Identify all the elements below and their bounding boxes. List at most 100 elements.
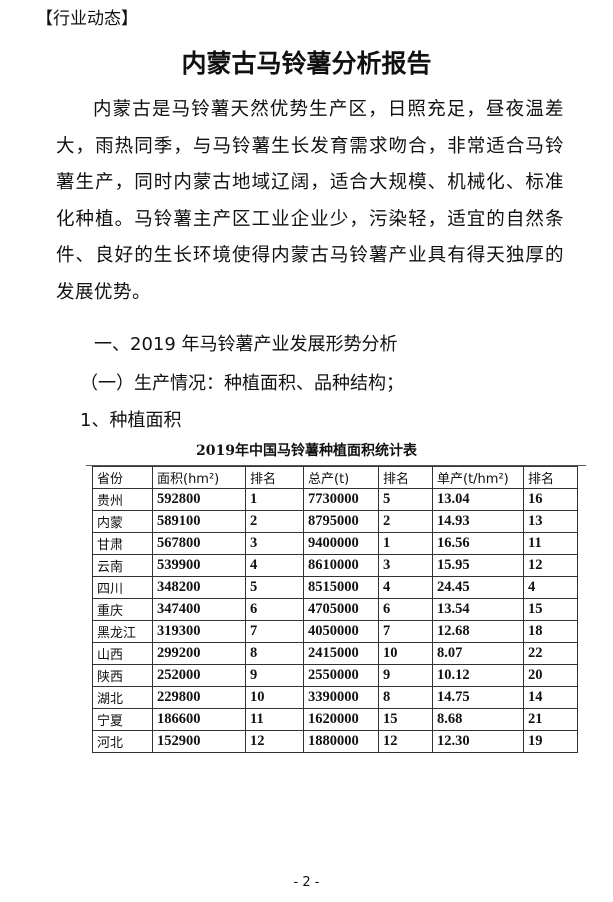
table-cell: 1620000 xyxy=(303,708,379,731)
table-cell: 16.56 xyxy=(432,532,524,555)
table-cell: 15 xyxy=(378,708,433,731)
table-cell: 299200 xyxy=(152,642,246,665)
table-cell: 22 xyxy=(523,642,578,665)
table-cell: 18 xyxy=(523,620,578,643)
table-cell: 319300 xyxy=(152,620,246,643)
table-cell: 5 xyxy=(245,576,304,599)
table-cell: 排名 xyxy=(523,466,578,489)
table-cell: 1 xyxy=(378,532,433,555)
table-cell: 总产(t) xyxy=(303,466,379,489)
table-cell: 152900 xyxy=(152,730,246,753)
table-cell: 重庆 xyxy=(92,598,153,621)
table-row: 云南 539900 4 8610000 3 15.95 12 xyxy=(92,554,578,577)
table-cell: 8.07 xyxy=(432,642,524,665)
planting-area-table: 省份 面积(hm²) 排名 总产(t) 排名 单产(t/hm²) 排名 贵州 592800 1 77… xyxy=(92,466,578,753)
table-cell: 11 xyxy=(523,532,578,555)
table-cell: 8 xyxy=(378,686,433,709)
table-cell: 2 xyxy=(245,510,304,533)
table-row: 湖北 229800 10 3390000 8 14.75 14 xyxy=(92,686,578,709)
table-cell: 9 xyxy=(378,664,433,687)
table-cell: 10 xyxy=(378,642,433,665)
table-cell: 13.54 xyxy=(432,598,524,621)
table-cell: 229800 xyxy=(152,686,246,709)
table-cell: 黑龙江 xyxy=(92,620,153,643)
table-cell: 3 xyxy=(378,554,433,577)
table-cell: 252000 xyxy=(152,664,246,687)
table-row: 重庆 347400 6 4705000 6 13.54 15 xyxy=(92,598,578,621)
heading-section-1: 一、2019 年马铃薯产业发展形势分析 xyxy=(94,334,398,355)
table-cell: 8610000 xyxy=(303,554,379,577)
table-row: 宁夏 186600 11 1620000 15 8.68 21 xyxy=(92,708,578,731)
section-tag: 【行业动态】 xyxy=(36,9,138,29)
table-cell: 10.12 xyxy=(432,664,524,687)
table-cell: 12.68 xyxy=(432,620,524,643)
table-cell: 2550000 xyxy=(303,664,379,687)
table-cell: 8795000 xyxy=(303,510,379,533)
table-cell: 2415000 xyxy=(303,642,379,665)
table-cell: 12 xyxy=(523,554,578,577)
table-cell: 5 xyxy=(378,488,433,511)
table-cell: 12 xyxy=(378,730,433,753)
table-cell: 3 xyxy=(245,532,304,555)
heading-subsection: （一）生产情况：种植面积、品种结构； xyxy=(80,373,404,394)
table-cell: 348200 xyxy=(152,576,246,599)
table-cell: 567800 xyxy=(152,532,246,555)
page-number: - 2 - xyxy=(293,875,320,890)
table-cell: 13 xyxy=(523,510,578,533)
table-cell: 云南 xyxy=(92,554,153,577)
table-cell: 单产(t/hm²) xyxy=(432,466,524,489)
table-cell: 347400 xyxy=(152,598,246,621)
table-cell: 14.75 xyxy=(432,686,524,709)
intro-paragraph: 内蒙古是马铃薯天然优势生产区，日照充足，昼夜温差大，雨热同季，与马铃薯生长发育需… xyxy=(56,99,564,303)
table-row: 陕西 252000 9 2550000 9 10.12 20 xyxy=(92,664,578,687)
table-row: 黑龙江 319300 7 4050000 7 12.68 18 xyxy=(92,620,578,643)
table-cell: 1880000 xyxy=(303,730,379,753)
table-cell: 四川 xyxy=(92,576,153,599)
table-cell: 589100 xyxy=(152,510,246,533)
table-cell: 内蒙 xyxy=(92,510,153,533)
table-cell: 1 xyxy=(245,488,304,511)
table-cell: 10 xyxy=(245,686,304,709)
table-cell: 贵州 xyxy=(92,488,153,511)
table-cell: 14 xyxy=(523,686,578,709)
table-cell: 12.30 xyxy=(432,730,524,753)
table-cell: 甘肃 xyxy=(92,532,153,555)
page-title: 内蒙古马铃薯分析报告 xyxy=(181,49,432,78)
table-cell: 20 xyxy=(523,664,578,687)
table-cell: 6 xyxy=(378,598,433,621)
table-cell: 7730000 xyxy=(303,488,379,511)
table-row: 河北 152900 12 1880000 12 12.30 19 xyxy=(92,730,578,753)
heading-planting-area: 1、种植面积 xyxy=(80,410,182,431)
table-cell: 面积(hm²) xyxy=(152,466,246,489)
table-cell: 4 xyxy=(378,576,433,599)
table-cell: 2 xyxy=(378,510,433,533)
table-cell: 山西 xyxy=(92,642,153,665)
table-cell: 21 xyxy=(523,708,578,731)
table-cell: 湖北 xyxy=(92,686,153,709)
table-row: 山西 299200 8 2415000 10 8.07 22 xyxy=(92,642,578,665)
table-cell: 7 xyxy=(245,620,304,643)
table-cell: 15 xyxy=(523,598,578,621)
table-cell: 19 xyxy=(523,730,578,753)
table-row: 内蒙 589100 2 8795000 2 14.93 13 xyxy=(92,510,578,533)
table-cell: 14.93 xyxy=(432,510,524,533)
table-row: 甘肃 567800 3 9400000 1 16.56 11 xyxy=(92,532,578,555)
table-row: 四川 348200 5 8515000 4 24.45 4 xyxy=(92,576,578,599)
table-cell: 9 xyxy=(245,664,304,687)
table-cell: 539900 xyxy=(152,554,246,577)
table-cell: 陕西 xyxy=(92,664,153,687)
table-row: 贵州 592800 1 7730000 5 13.04 16 xyxy=(92,488,578,511)
table-cell: 6 xyxy=(245,598,304,621)
table-cell: 15.95 xyxy=(432,554,524,577)
table-cell: 9400000 xyxy=(303,532,379,555)
table-cell: 11 xyxy=(245,708,304,731)
table-cell: 12 xyxy=(245,730,304,753)
table-cell: 4705000 xyxy=(303,598,379,621)
table-cell: 16 xyxy=(523,488,578,511)
table-cell: 592800 xyxy=(152,488,246,511)
table-cell: 河北 xyxy=(92,730,153,753)
table-cell: 4 xyxy=(523,576,578,599)
table-cell: 排名 xyxy=(378,466,433,489)
table-cell: 4050000 xyxy=(303,620,379,643)
table-cell: 省份 xyxy=(92,466,153,489)
